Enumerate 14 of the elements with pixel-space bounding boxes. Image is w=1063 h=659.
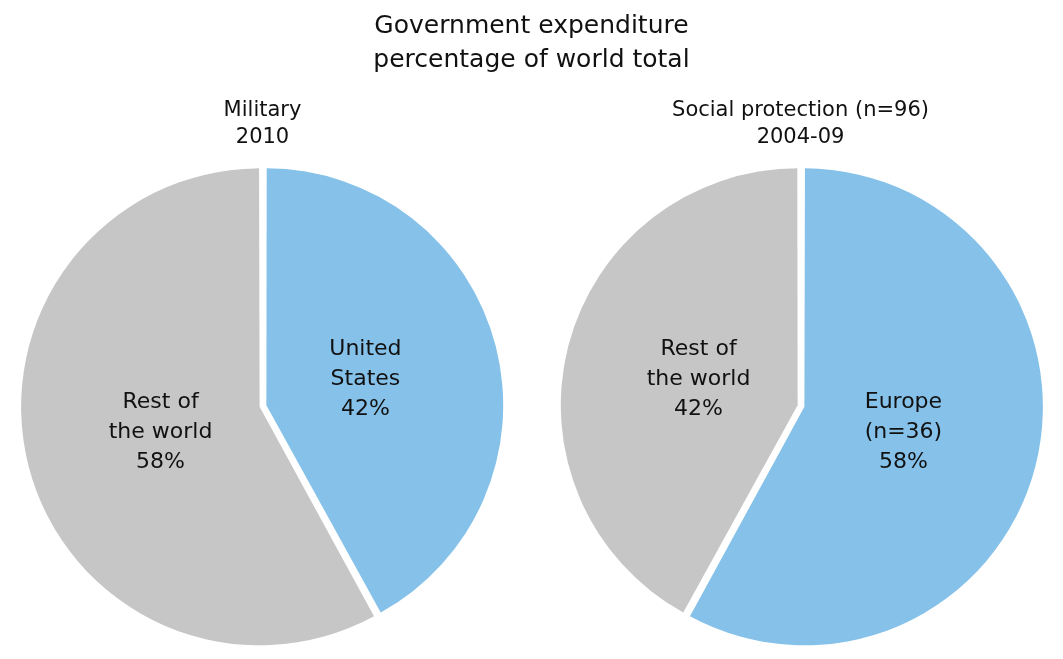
chart-subtitle: 2010	[234, 123, 291, 150]
slice-label: Rest of the world	[108, 388, 212, 444]
text: percentage of world total	[372, 43, 691, 75]
slice-label: United States	[328, 335, 402, 391]
chart-subtitle: 2004-09	[755, 123, 846, 150]
slice-label: Europe (n=36)	[864, 388, 942, 444]
chart-title: Social protection (n=96)	[671, 96, 930, 123]
data-label: 42%	[340, 395, 390, 421]
text: Government expenditure	[373, 9, 690, 41]
chart-title: Military	[222, 96, 303, 123]
data-label: 58%	[135, 448, 185, 474]
slice-label: Rest of the world	[646, 335, 750, 391]
data-label: 42%	[673, 395, 723, 421]
data-label: 58%	[878, 448, 928, 474]
